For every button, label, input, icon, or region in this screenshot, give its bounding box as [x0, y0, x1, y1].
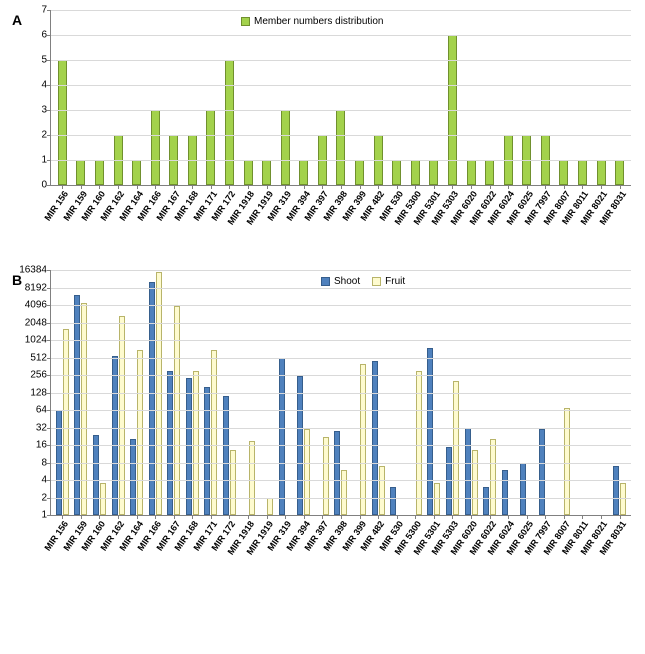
y-tick-label: 16 [36, 440, 51, 451]
chart-a-area: Member numbers distribution MIR 156MIR 1… [50, 10, 631, 186]
bar-shoot [390, 487, 396, 515]
bar-shoot [539, 429, 545, 515]
bar-shoot [613, 466, 619, 515]
bar [132, 160, 141, 185]
bar-fruit [230, 450, 236, 515]
y-tick-label: 4 [41, 475, 51, 486]
panel-a: A Member numbers distribution MIR 156MIR… [10, 10, 635, 255]
y-tick-label: 8 [41, 457, 51, 468]
y-tick-label: 5 [41, 55, 51, 66]
y-tick-label: 32 [36, 422, 51, 433]
bar-shoot [93, 435, 99, 515]
bar-shoot [520, 463, 526, 516]
bar-shoot [427, 348, 433, 515]
bar [95, 160, 104, 185]
y-tick-label: 128 [30, 387, 51, 398]
bar [597, 160, 606, 185]
bar [76, 160, 85, 185]
bar-fruit [323, 437, 329, 515]
bar [336, 110, 345, 185]
y-tick-label: 1024 [25, 335, 51, 346]
bar-fruit [156, 272, 162, 515]
bar-fruit [434, 483, 440, 515]
y-tick-label: 2 [41, 130, 51, 141]
bar-fruit [100, 483, 106, 515]
bar-fruit [472, 450, 478, 515]
y-tick-label: 8192 [25, 282, 51, 293]
bar-fruit [341, 470, 347, 515]
bar-fruit [249, 441, 255, 515]
bar-shoot [502, 470, 508, 515]
bar-shoot [74, 295, 80, 515]
bar [392, 160, 401, 185]
bar [299, 160, 308, 185]
bar-fruit [379, 466, 385, 515]
bar-fruit [453, 381, 459, 515]
y-tick-label: 6 [41, 30, 51, 41]
bar-fruit [304, 429, 310, 515]
bar [58, 60, 67, 185]
bar [485, 160, 494, 185]
bar [615, 160, 624, 185]
bar-shoot [483, 487, 489, 515]
y-tick-label: 16384 [19, 265, 51, 276]
y-tick-label: 3 [41, 105, 51, 116]
panel-a-label: A [12, 12, 22, 28]
bar-shoot [130, 439, 136, 515]
bar-fruit [490, 439, 496, 515]
chart-b-area: Shoot Fruit MIR 156MIR 159MIR 160MIR 162… [50, 270, 631, 516]
bar [578, 160, 587, 185]
bar [225, 60, 234, 185]
y-tick-label: 64 [36, 405, 51, 416]
bar [429, 160, 438, 185]
y-tick-label: 512 [30, 352, 51, 363]
bar-fruit [360, 364, 366, 515]
y-tick-label: 0 [41, 180, 51, 191]
bar [244, 160, 253, 185]
y-tick-label: 7 [41, 5, 51, 16]
bar-shoot [334, 431, 340, 515]
bar-shoot [186, 378, 192, 515]
y-tick-label: 1 [41, 510, 51, 521]
y-tick-label: 256 [30, 370, 51, 381]
y-tick-label: 4 [41, 80, 51, 91]
y-tick-label: 2048 [25, 317, 51, 328]
bar-shoot [112, 356, 118, 515]
y-tick-label: 1 [41, 155, 51, 166]
bar [262, 160, 271, 185]
bar-fruit [620, 483, 626, 515]
bar [559, 160, 568, 185]
bar [206, 110, 215, 185]
bar [411, 160, 420, 185]
bar [467, 160, 476, 185]
bar-fruit [119, 316, 125, 515]
bar-shoot [204, 387, 210, 515]
bar-shoot [465, 428, 471, 516]
bar-fruit [267, 498, 273, 516]
bar [281, 110, 290, 185]
panel-b: B Shoot Fruit MIR 156MIR 159MIR 160MIR 1… [10, 270, 635, 600]
bar [151, 110, 160, 185]
y-tick-label: 2 [41, 492, 51, 503]
bar [355, 160, 364, 185]
bar-fruit [81, 303, 87, 515]
bar-shoot [279, 358, 285, 515]
chart-a-bars [51, 10, 631, 185]
bar-fruit [564, 408, 570, 515]
bar-shoot [372, 361, 378, 515]
y-tick-label: 4096 [25, 300, 51, 311]
